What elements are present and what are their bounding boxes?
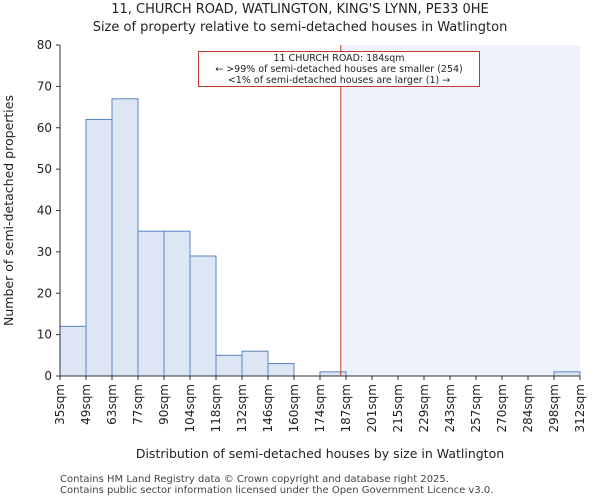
- y-axis-label: Number of semi-detached properties: [1, 95, 16, 326]
- x-tick-label: 215sqm: [391, 384, 405, 432]
- y-tick-label: 50: [37, 162, 52, 176]
- y-tick-label: 70: [37, 79, 52, 93]
- x-tick-label: 284sqm: [521, 384, 535, 432]
- annotation-line-2: ← >99% of semi-detached houses are small…: [215, 64, 463, 75]
- x-axis-label: Distribution of semi-detached houses by …: [136, 446, 504, 461]
- x-tick-label: 201sqm: [365, 384, 379, 432]
- histogram-bar: [319, 371, 347, 377]
- histogram-bar: [85, 118, 113, 377]
- x-tick-label: 118sqm: [209, 384, 223, 432]
- y-tick-label: 30: [37, 245, 52, 259]
- y-tick-label: 0: [44, 369, 52, 383]
- x-tick-label: 146sqm: [261, 384, 275, 432]
- x-tick-label: 229sqm: [417, 384, 431, 432]
- x-tick-label: 160sqm: [287, 384, 301, 432]
- y-tick-label: 20: [37, 286, 52, 300]
- histogram-bar: [111, 98, 139, 377]
- x-tick-label: 35sqm: [53, 384, 67, 425]
- x-tick-label: 312sqm: [573, 384, 587, 432]
- y-tick-label: 40: [37, 204, 52, 218]
- x-tick-label: 90sqm: [157, 384, 171, 425]
- bar-series: [59, 98, 581, 377]
- footer-licence: Contains public sector information licen…: [60, 485, 494, 496]
- y-axis-ticks: 0 10 20 30 40 50 60 70 80: [37, 38, 60, 383]
- x-tick-label: 104sqm: [183, 384, 197, 432]
- x-tick-label: 187sqm: [339, 384, 353, 432]
- histogram-bar: [241, 350, 269, 377]
- annotation-box: 11 CHURCH ROAD: 184sqm ← >99% of semi-de…: [198, 51, 480, 87]
- x-tick-label: 49sqm: [79, 384, 93, 425]
- x-tick-label: 63sqm: [105, 384, 119, 425]
- histogram-bar: [189, 255, 217, 377]
- y-tick-label: 10: [37, 328, 52, 342]
- annotation-line-1: 11 CHURCH ROAD: 184sqm: [273, 53, 405, 64]
- x-axis-ticks: 35sqm 49sqm 63sqm 77sqm 90sqm 104sqm 118sqm 132…: [53, 376, 587, 432]
- histogram-bar: [267, 363, 295, 377]
- x-tick-label: 174sqm: [313, 384, 327, 432]
- histogram-bar: [59, 325, 87, 377]
- histogram-bar: [137, 230, 165, 377]
- y-tick-label: 80: [37, 38, 52, 52]
- histogram-bar: [163, 230, 191, 377]
- x-tick-label: 257sqm: [469, 384, 483, 432]
- histogram-bar: [553, 371, 581, 377]
- x-tick-label: 298sqm: [547, 384, 561, 432]
- footer-copyright: Contains HM Land Registry data © Crown c…: [60, 474, 449, 485]
- histogram-bar: [215, 354, 243, 377]
- x-tick-label: 77sqm: [131, 384, 145, 425]
- chart-subtitle: Size of property relative to semi-detach…: [92, 20, 508, 35]
- histogram-chart: 0 10 20 30 40 50 60 70 80 35sqm 49sqm 63sqm 77sqm 90…: [1, 38, 587, 461]
- x-tick-label: 270sqm: [495, 384, 509, 432]
- y-tick-label: 60: [37, 121, 52, 135]
- larger-region-highlight: [340, 45, 580, 376]
- x-tick-label: 132sqm: [235, 384, 249, 432]
- chart-title: 11, CHURCH ROAD, WATLINGTON, KING'S LYNN…: [111, 2, 489, 17]
- x-tick-label: 243sqm: [443, 384, 457, 432]
- annotation-line-3: <1% of semi-detached houses are larger (…: [227, 75, 451, 86]
